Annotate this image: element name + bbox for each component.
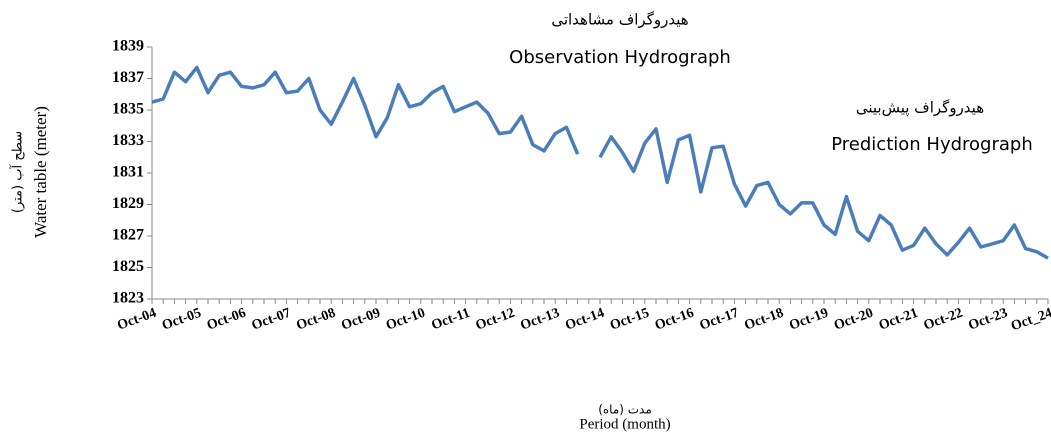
x-tick-label: Oct-23 — [967, 306, 1010, 334]
y-tick-label: 1835 — [112, 101, 144, 118]
x-tick-label: Oct-19 — [787, 306, 830, 334]
x-tick-label: Oct_24 — [1009, 306, 1051, 335]
x-tick-label: Oct-17 — [698, 306, 741, 334]
y-tick-label: 1837 — [112, 69, 144, 86]
x-tick-label: Oct-10 — [384, 306, 427, 334]
x-tick-label: Oct-04 — [115, 306, 158, 334]
x-tick-label: Oct-05 — [160, 306, 203, 334]
annotation: Prediction Hydrograph — [831, 134, 1032, 155]
x-tick-label: Oct-12 — [474, 306, 517, 334]
x-tick-label: Oct-14 — [563, 306, 606, 334]
y-tick-label: 1831 — [112, 164, 144, 181]
y-tick-label: 1839 — [112, 38, 144, 55]
y-axis-label: Water table (meter) — [31, 106, 50, 238]
y-axis-label-fa: سطح آب (متر) — [9, 131, 26, 213]
x-tick-label: Oct-16 — [653, 306, 696, 334]
x-tick-label: Oct-20 — [832, 306, 875, 334]
x-axis-label-fa: مدت (ماه) — [598, 403, 652, 417]
y-tick-label: 1823 — [112, 290, 144, 307]
x-tick-label: Oct-18 — [743, 306, 786, 334]
y-tick-label: 1825 — [112, 258, 144, 275]
y-tick-label: 1827 — [112, 227, 144, 244]
x-tick-label: Oct-08 — [295, 306, 338, 334]
annotation: هیدروگراف مشاهداتی — [551, 11, 688, 29]
x-tick-label: Oct-09 — [339, 306, 382, 334]
x-tick-label: Oct-22 — [922, 306, 965, 334]
x-axis-label: Period (month) — [579, 416, 670, 432]
x-tick-label: Oct-06 — [205, 306, 248, 334]
y-tick-label: 1829 — [112, 195, 144, 212]
hydrograph-line — [151, 65, 1049, 260]
x-tick-label: Oct-21 — [877, 306, 920, 334]
y-tick-label: 1833 — [112, 132, 144, 149]
x-tick-label: Oct-11 — [430, 306, 472, 334]
annotation: هیدروگراف پیش‌بینی — [856, 99, 984, 118]
x-tick-label: Oct-15 — [608, 306, 651, 334]
annotation: Observation Hydrograph — [509, 47, 731, 68]
x-tick-label: Oct-13 — [519, 306, 562, 334]
x-tick-label: Oct-07 — [250, 306, 293, 334]
